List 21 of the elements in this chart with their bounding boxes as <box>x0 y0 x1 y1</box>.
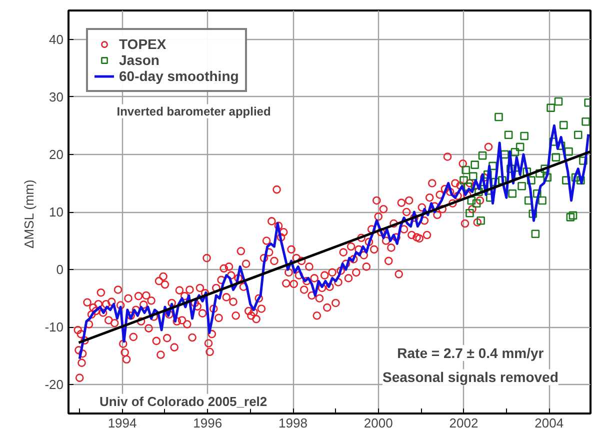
x-tick-label: 1994 <box>108 416 137 430</box>
y-tick-label: 10 <box>49 204 64 220</box>
x-tick-label: 1998 <box>278 416 308 430</box>
y-tick-label: 0 <box>56 262 64 278</box>
legend-label: Jason <box>119 52 160 68</box>
annotation: Univ of Colorado 2005_rel2 <box>100 394 268 409</box>
y-tick-label: 20 <box>49 146 64 162</box>
x-tick-label: 2004 <box>534 416 564 430</box>
annotation: Rate = 2.7 ± 0.4 mm/yr <box>397 345 544 362</box>
annotation: Seasonal signals removed <box>382 369 558 386</box>
y-tick-label: 40 <box>49 32 64 47</box>
x-tick-label: 2002 <box>449 416 478 430</box>
y-tick-label: -10 <box>44 320 64 335</box>
legend-label: 60-day smoothing <box>119 68 239 84</box>
legend-label: TOPEX <box>119 36 166 52</box>
y-axis-title: ΔMSL (mm) <box>22 180 37 248</box>
x-tick-label: 1996 <box>193 416 222 430</box>
annotation: Inverted barometer applied <box>116 104 271 118</box>
y-tick-label: 30 <box>49 89 64 104</box>
y-tick-label: -20 <box>44 377 64 392</box>
x-tick-label: 2000 <box>364 416 393 430</box>
